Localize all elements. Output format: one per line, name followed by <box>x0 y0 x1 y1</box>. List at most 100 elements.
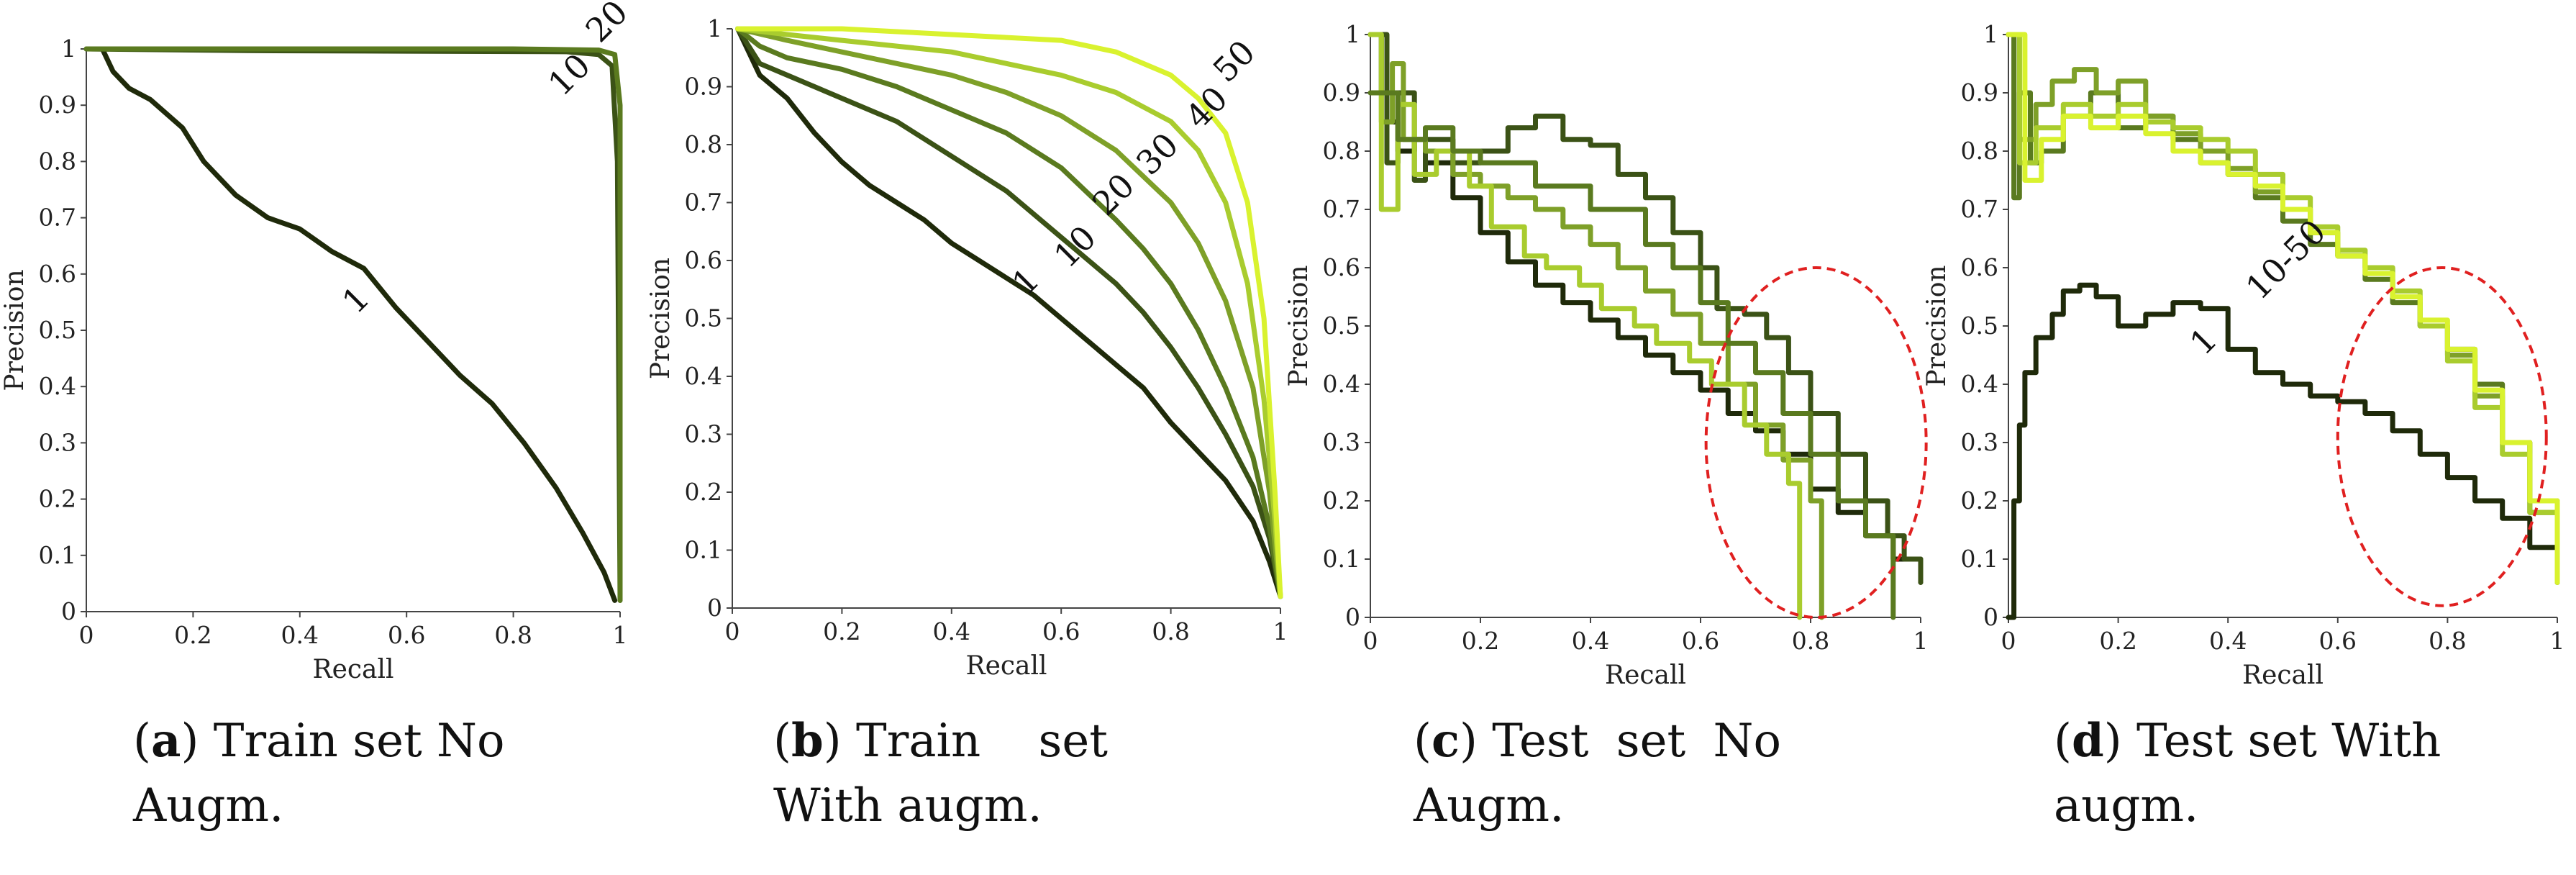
y-tick-label: 0.3 <box>685 420 722 448</box>
caption-c-line2: Augm. <box>1414 779 1565 833</box>
y-tick-label: 0.8 <box>1961 137 1998 165</box>
curve-label-1: 1 <box>1004 260 1047 302</box>
panel-a-chart: 0 0.2 0.4 0.6 0.8 1 0 0.1 0.2 0.3 0.4 0.5 0.6 0.7 0.8 0… <box>0 0 635 684</box>
series-line-10-50b <box>2006 32 2560 585</box>
y-tick-label: 0.1 <box>39 541 76 569</box>
series-line-1 <box>99 46 618 603</box>
y-tick-label: 0.7 <box>1961 195 1998 223</box>
series-line-40 <box>735 26 1283 599</box>
y-tick-label: 0 <box>707 594 722 622</box>
series-line-1 <box>2006 282 2560 620</box>
caption-c: (c) Test set No Augm. <box>1414 714 1782 833</box>
y-tick-label: 0.1 <box>685 536 722 564</box>
y-tick-label: 1 <box>1345 20 1360 48</box>
y-tick-label: 0.1 <box>1961 545 1998 573</box>
caption-d-line2: augm. <box>2054 779 2199 833</box>
x-tick-label: 0.8 <box>494 621 532 649</box>
y-tick-label: 0.7 <box>39 204 76 232</box>
x-tick-label: 1 <box>2550 627 2565 655</box>
y-tick-label: 0.3 <box>1323 428 1360 456</box>
curve-label-20: 20 <box>1085 166 1142 223</box>
y-tick-label: 0 <box>1983 603 1998 631</box>
caption-b-letter: b <box>791 714 824 768</box>
caption-b: (b) Train set With augm. <box>773 714 1108 833</box>
highlight-ellipse <box>1704 266 1928 619</box>
caption-a-line1: Train set No <box>213 715 505 768</box>
series-line-20 <box>735 26 1283 599</box>
y-tick-label: 0.5 <box>1961 312 1998 340</box>
y-tick-label: 0.7 <box>685 189 722 217</box>
x-axis-label: Recall <box>965 651 1047 681</box>
x-tick-label: 0.6 <box>1682 627 1719 655</box>
y-tick-label: 0.9 <box>1961 78 1998 106</box>
caption-d: (d) Test set With augm. <box>2054 714 2441 833</box>
y-tick-label: 0.3 <box>1961 428 1998 456</box>
y-tick-label: 0.4 <box>685 362 722 390</box>
y-tick-label: 0.8 <box>685 130 722 158</box>
y-tick-label: 0.6 <box>685 246 722 274</box>
y-tick-label: 0.4 <box>39 372 76 400</box>
y-tick-label: 0.2 <box>1961 486 1998 514</box>
curve-label-1: 1 <box>334 278 377 321</box>
x-tick-label: 0.6 <box>1042 617 1080 645</box>
y-tick-label: 0.8 <box>39 147 76 175</box>
x-axis-label: Recall <box>1605 661 1686 690</box>
caption-a: (a) Train set No Augm. <box>133 714 505 833</box>
curve-label-50: 50 <box>1206 32 1263 90</box>
x-tick-label: 0.2 <box>174 621 211 649</box>
x-tick-label: 0 <box>79 621 94 649</box>
y-tick-label: 0.6 <box>39 260 76 288</box>
caption-a-line2: Augm. <box>133 779 284 833</box>
series-line-30 <box>735 26 1283 599</box>
x-tick-label: 0.8 <box>1152 617 1189 645</box>
x-tick-label: 0.6 <box>388 621 425 649</box>
x-tick-label: 0.4 <box>933 617 970 645</box>
series-line-1 <box>735 26 1283 599</box>
y-tick-label: 1 <box>707 14 722 42</box>
x-tick-label: 0.8 <box>1792 627 1829 655</box>
x-tick-label: 0.2 <box>823 617 860 645</box>
y-tick-label: 0 <box>61 597 76 625</box>
series-line-10 <box>735 26 1283 599</box>
y-tick-label: 0.6 <box>1323 253 1360 281</box>
y-axis-label: Precision <box>0 269 29 391</box>
x-tick-label: 1 <box>613 621 628 649</box>
y-axis-label: Precision <box>646 258 675 379</box>
series-line-50 <box>735 26 1283 599</box>
y-axis-label: Precision <box>1284 265 1314 386</box>
x-tick-label: 0 <box>725 617 740 645</box>
x-tick-label: 0.6 <box>2319 627 2357 655</box>
y-tick-label: 0.4 <box>1323 370 1360 398</box>
y-tick-label: 0.3 <box>39 428 76 456</box>
y-tick-label: 0.9 <box>39 91 76 119</box>
y-tick-label: 0.4 <box>1961 370 1998 398</box>
x-tick-label: 0.2 <box>2099 627 2136 655</box>
y-tick-label: 0.2 <box>1323 486 1360 514</box>
x-axis-label: Recall <box>312 655 393 684</box>
series-line-40 <box>1367 90 1896 620</box>
curve-label-1: 1 <box>2183 320 2225 363</box>
x-tick-label: 1 <box>1273 617 1288 645</box>
series-line-30 <box>1367 32 1803 620</box>
x-axis-label: Recall <box>2242 661 2324 690</box>
x-tick-label: 0.4 <box>2209 627 2247 655</box>
series-line-10 <box>83 46 623 603</box>
caption-d-letter: d <box>2071 714 2104 768</box>
caption-b-line1: Train set <box>856 715 1108 768</box>
x-tick-label: 1 <box>1913 627 1929 655</box>
caption-a-letter: a <box>150 714 181 768</box>
series-line-20 <box>83 46 623 603</box>
y-tick-label: 0.8 <box>1323 137 1360 165</box>
caption-c-letter: c <box>1431 714 1460 768</box>
y-tick-label: 0.2 <box>685 478 722 506</box>
caption-c-line1: Test set No <box>1492 715 1782 768</box>
x-tick-label: 0.4 <box>281 621 319 649</box>
panel-b-chart: 0 0.2 0.4 0.6 0.8 1 0 0.1 0.2 0.3 0.4 0.5 0.6 0.7 0.8 0… <box>646 14 1288 681</box>
y-tick-label: 0.9 <box>1323 78 1360 106</box>
curve-label-20: 20 <box>578 0 635 50</box>
y-tick-label: 1 <box>1983 20 1998 48</box>
caption-d-line1: Test set With <box>2136 715 2441 768</box>
x-tick-label: 0.4 <box>1572 627 1609 655</box>
y-tick-label: 0.7 <box>1323 195 1360 223</box>
